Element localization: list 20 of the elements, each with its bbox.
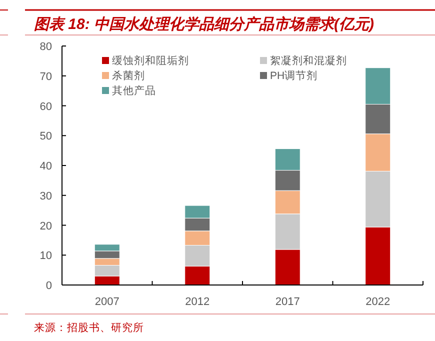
legend-label: 絮凝剂和混凝剂 (270, 54, 347, 67)
y-tick-label: 40 (40, 160, 52, 172)
y-tick-label: 30 (40, 190, 52, 202)
x-tick-label: 2022 (366, 296, 390, 308)
y-tick-label: 60 (40, 100, 52, 113)
y-tick-label: 20 (40, 220, 52, 232)
source-note: 来源：招股书、研究所 (34, 321, 144, 334)
y-tick-label: 50 (40, 130, 52, 143)
y-tick-label: 10 (40, 250, 52, 262)
legend-label: 杀菌剂 (112, 69, 145, 82)
y-tick-label: 70 (40, 70, 52, 83)
x-tick-label: 2017 (275, 296, 300, 308)
x-tick-label: 2007 (94, 296, 120, 308)
x-tick-label: 2012 (185, 296, 210, 308)
legend-label: 其他产品 (112, 84, 156, 97)
y-tick-label: 80 (40, 41, 52, 53)
y-tick-label: 0 (46, 280, 52, 292)
chart-title: 图表 18: 中国水处理化学品细分产品市场需求(亿元) (34, 15, 374, 33)
legend-label: 缓蚀剂和阻垢剂 (112, 54, 189, 67)
legend-label: PH调节剂 (270, 69, 318, 82)
